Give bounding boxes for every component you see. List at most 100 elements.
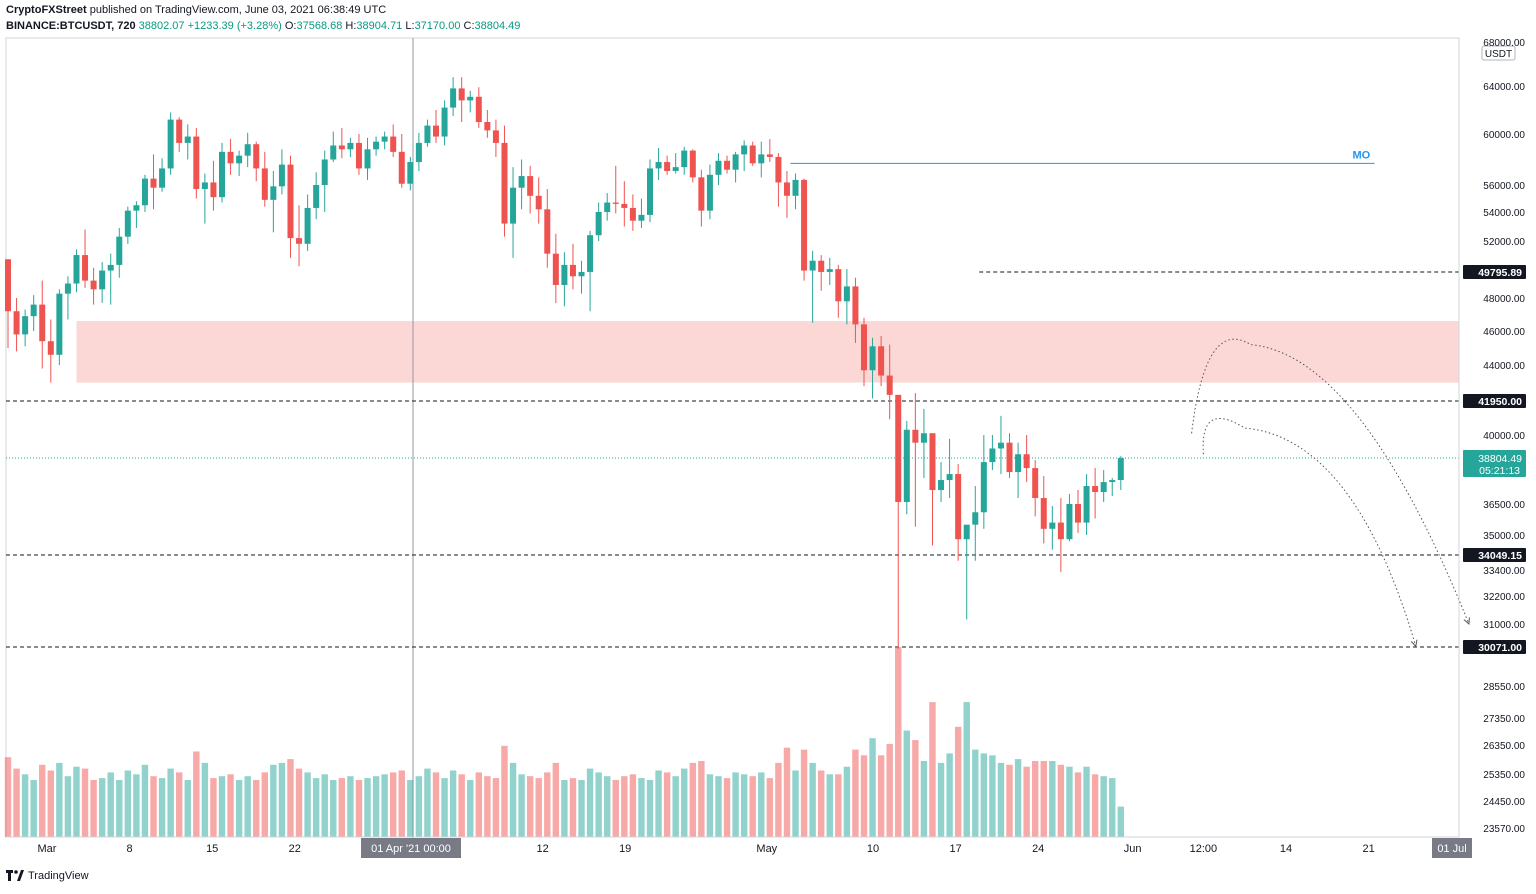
volume-bar bbox=[1040, 761, 1047, 837]
volume-bar bbox=[56, 762, 63, 837]
candle-body bbox=[467, 96, 474, 101]
projection-arrow bbox=[1202, 418, 1416, 646]
candle-body bbox=[1109, 480, 1116, 483]
volume-bar bbox=[312, 778, 320, 837]
volume-bar bbox=[715, 776, 722, 837]
level-label-box bbox=[1463, 265, 1526, 279]
volume-bar bbox=[64, 776, 72, 837]
volume-bar bbox=[809, 762, 816, 837]
volume-bar bbox=[364, 778, 371, 837]
volume-bar bbox=[963, 702, 970, 837]
volume-bar bbox=[253, 780, 260, 837]
price-tick-label: 40000.00 bbox=[1483, 431, 1525, 442]
candle-body bbox=[963, 524, 970, 540]
volume-bar bbox=[655, 770, 662, 837]
time-tick-label: 10 bbox=[867, 843, 879, 855]
candle-body bbox=[5, 259, 11, 312]
volume-bar bbox=[133, 774, 140, 837]
candle-body bbox=[47, 341, 54, 355]
volume-bar bbox=[578, 780, 585, 837]
volume-bar bbox=[638, 778, 645, 837]
candle-body bbox=[920, 433, 927, 443]
candle-body bbox=[1015, 454, 1022, 473]
volume-bar bbox=[526, 776, 534, 837]
volume-bar bbox=[501, 745, 508, 837]
price-tick-label: 36500.00 bbox=[1483, 500, 1525, 511]
volume-bar bbox=[355, 780, 363, 837]
volume-bar bbox=[381, 774, 388, 837]
candle-body bbox=[1023, 454, 1030, 469]
candle-body bbox=[501, 142, 508, 224]
volume-bar bbox=[1117, 806, 1124, 837]
volume-bar bbox=[1074, 772, 1082, 837]
volume-bar bbox=[980, 753, 988, 837]
level-label: 41950.00 bbox=[1478, 396, 1522, 408]
candle-body bbox=[698, 177, 705, 211]
candle-body bbox=[116, 236, 123, 265]
volume-bar bbox=[954, 726, 962, 837]
currency-badge bbox=[1481, 45, 1516, 61]
volume-bar bbox=[672, 776, 679, 837]
volume-bar bbox=[304, 772, 311, 837]
candle-body bbox=[544, 209, 551, 254]
candle-body bbox=[852, 286, 859, 325]
candle-body bbox=[972, 512, 979, 525]
candle-body bbox=[484, 122, 491, 131]
price-tick-label: 25350.00 bbox=[1483, 770, 1525, 781]
candle-body bbox=[424, 125, 431, 143]
price-tick-label: 26350.00 bbox=[1483, 741, 1525, 752]
volume-bar bbox=[663, 772, 671, 837]
candle-body bbox=[595, 212, 602, 236]
candle-body bbox=[724, 160, 731, 170]
candle-body bbox=[1117, 458, 1124, 481]
level-label: 34049.15 bbox=[1478, 550, 1522, 562]
open-value: 37568.68 bbox=[296, 20, 343, 32]
volume-bar bbox=[441, 778, 448, 837]
time-tick-label: 21 bbox=[1362, 843, 1374, 855]
candle-body bbox=[587, 235, 594, 272]
candle-body bbox=[578, 271, 585, 277]
volume-bar bbox=[749, 776, 756, 837]
candle-body bbox=[655, 162, 662, 169]
volume-bar bbox=[467, 780, 474, 837]
volume-bar bbox=[278, 762, 286, 837]
open-label: O: bbox=[284, 20, 297, 32]
candle-body bbox=[176, 119, 183, 143]
candle-body bbox=[510, 187, 517, 224]
volume-bar bbox=[629, 774, 637, 837]
candle-body bbox=[355, 142, 362, 169]
candle-body bbox=[903, 429, 910, 503]
volume-bar bbox=[449, 770, 457, 837]
time-tick-label: 24 bbox=[1032, 843, 1044, 855]
volume-bar bbox=[201, 762, 209, 837]
level-label-box bbox=[1463, 640, 1526, 654]
volume-bar bbox=[792, 770, 799, 837]
candle-body bbox=[219, 151, 225, 198]
candle-body bbox=[1049, 522, 1056, 529]
price-tick-label: 33400.00 bbox=[1483, 566, 1525, 577]
volume-bar bbox=[895, 647, 902, 837]
volume-bar bbox=[740, 774, 748, 837]
volume-bar bbox=[141, 764, 149, 837]
candle-body bbox=[535, 195, 542, 210]
volume-bar bbox=[4, 757, 12, 837]
level-label-box bbox=[1463, 548, 1526, 562]
price-tick-label: 64000.00 bbox=[1483, 82, 1525, 93]
countdown-label: 05:21:13 bbox=[1479, 465, 1520, 477]
volume-bar bbox=[783, 747, 791, 837]
candle-body bbox=[107, 264, 114, 271]
time-tick-label: 8 bbox=[127, 843, 133, 855]
volume-bar bbox=[13, 768, 20, 837]
volume-bar bbox=[869, 738, 876, 837]
supply-zone bbox=[76, 321, 1459, 383]
volume-bar bbox=[124, 770, 132, 837]
volume-bar bbox=[997, 762, 1005, 837]
volume-bar bbox=[775, 762, 782, 837]
candle-body bbox=[73, 255, 80, 284]
price-tick-label: 44000.00 bbox=[1483, 361, 1525, 372]
symbol-name: BINANCE:BTCUSDT, 720 bbox=[6, 20, 136, 32]
volume-bar bbox=[295, 768, 303, 837]
volume-bar bbox=[843, 766, 851, 837]
candle-body bbox=[227, 151, 234, 164]
